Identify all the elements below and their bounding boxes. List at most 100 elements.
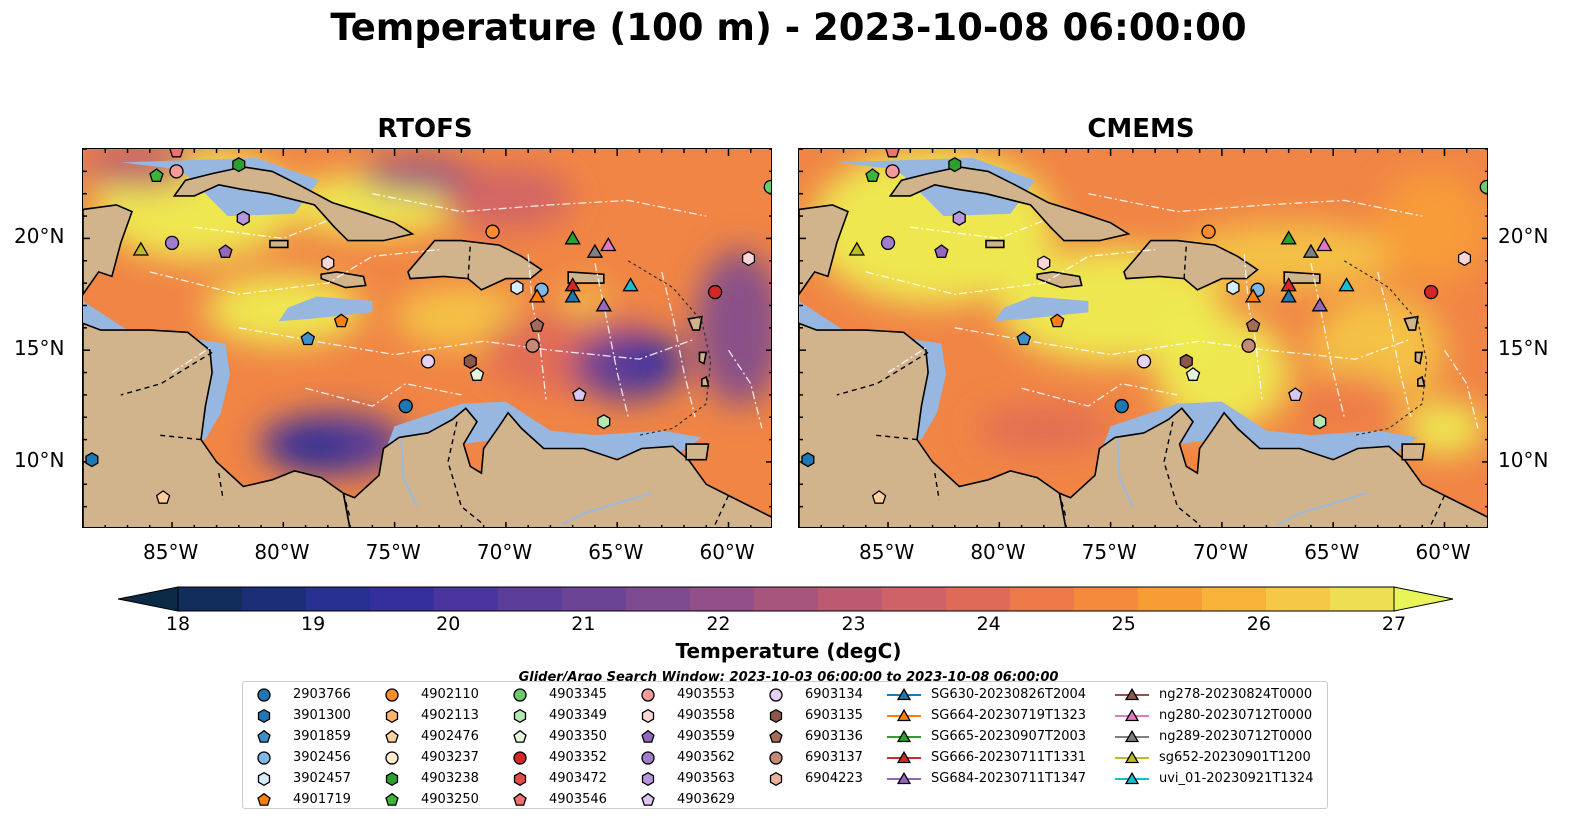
float-marker-3901300[interactable] (85, 452, 99, 468)
legend-marker[interactable] (385, 729, 399, 743)
legend-marker[interactable] (1124, 750, 1140, 763)
legend-marker[interactable] (385, 792, 399, 806)
legend-marker[interactable] (257, 708, 271, 723)
float-marker-SG630-20230826T2004[interactable] (1280, 288, 1297, 303)
float-marker-6903135[interactable] (463, 353, 477, 369)
float-marker-4903352[interactable] (707, 284, 723, 300)
float-marker-2903766[interactable] (398, 398, 413, 414)
float-marker-2903766[interactable] (1114, 398, 1129, 414)
legend-marker[interactable] (385, 687, 399, 702)
legend-marker[interactable] (385, 708, 399, 723)
float-marker-SG684-20230711T1347[interactable] (595, 297, 613, 312)
legend-marker[interactable] (513, 771, 527, 786)
float-marker-4903349[interactable] (597, 414, 611, 430)
float-marker-4903558-b[interactable] (1457, 250, 1472, 267)
float-marker-4903559[interactable] (218, 244, 233, 258)
float-marker-4903553[interactable] (169, 164, 184, 179)
legend-marker[interactable] (641, 687, 655, 702)
float-marker-4903546[interactable] (169, 149, 184, 158)
float-marker-4903558[interactable] (1037, 255, 1051, 271)
float-marker-4903238[interactable] (948, 157, 962, 173)
float-marker-3901859[interactable] (1016, 331, 1032, 346)
legend-marker[interactable] (1124, 708, 1140, 721)
legend-marker[interactable] (896, 708, 912, 721)
float-marker-4903562[interactable] (164, 235, 180, 251)
float-marker-4903345[interactable] (1479, 179, 1488, 195)
float-marker-4903558[interactable] (321, 255, 335, 271)
float-marker-6903135[interactable] (1179, 353, 1193, 369)
float-marker-4903345[interactable] (763, 179, 772, 195)
float-marker-4903350[interactable] (469, 367, 485, 381)
float-marker-4903546[interactable] (885, 149, 900, 158)
float-marker-SG684-20230711T1347[interactable] (1311, 297, 1329, 312)
legend-marker[interactable] (1124, 687, 1140, 700)
legend-marker[interactable] (641, 750, 655, 765)
float-marker-sg652-20230901T1200[interactable] (848, 241, 866, 256)
float-marker-SG664-20230719T1323[interactable] (1244, 288, 1262, 303)
legend-marker[interactable] (769, 771, 783, 786)
float-marker-6903134[interactable] (1136, 354, 1152, 369)
float-marker-ng280-20230712T0000[interactable] (600, 236, 617, 252)
float-marker-SG664-20230719T1323[interactable] (528, 288, 546, 303)
float-marker-6903136[interactable] (1245, 317, 1261, 332)
float-marker-6903137[interactable] (525, 338, 540, 353)
float-marker-4902110[interactable] (1201, 224, 1216, 239)
float-marker-4902110[interactable] (485, 224, 500, 239)
float-marker-6903137[interactable] (1241, 338, 1256, 353)
float-marker-3901300[interactable] (801, 452, 815, 468)
legend-marker[interactable] (769, 708, 783, 723)
float-marker-4903558-b[interactable] (741, 250, 756, 267)
float-marker-ng289-20230712T0000[interactable] (586, 243, 604, 258)
legend-marker[interactable] (1124, 729, 1140, 742)
float-marker-4903349[interactable] (1313, 414, 1327, 430)
float-marker-4903238[interactable] (232, 157, 246, 173)
legend-marker[interactable] (257, 771, 271, 786)
float-marker-4903553[interactable] (885, 164, 900, 179)
legend-marker[interactable] (641, 708, 655, 723)
legend-marker[interactable] (641, 729, 655, 743)
legend-marker[interactable] (385, 771, 399, 786)
float-marker-4902476[interactable] (155, 490, 171, 504)
rtofs-map[interactable] (82, 148, 772, 528)
float-marker-6903136[interactable] (529, 317, 545, 332)
float-marker-4903350[interactable] (1185, 367, 1201, 381)
legend-marker[interactable] (641, 792, 655, 806)
float-marker-4903250[interactable] (865, 168, 880, 182)
float-marker-4903629[interactable] (572, 387, 587, 402)
legend-marker[interactable] (257, 792, 271, 806)
float-marker-ng280-20230712T0000[interactable] (1316, 236, 1333, 252)
cmems-map[interactable] (798, 148, 1488, 528)
float-marker-6903134[interactable] (420, 354, 436, 369)
float-marker-4903559[interactable] (934, 244, 949, 258)
legend-marker[interactable] (513, 687, 527, 702)
float-marker-4903562[interactable] (880, 235, 896, 251)
legend-marker[interactable] (385, 750, 399, 765)
float-marker-4901719[interactable] (333, 313, 349, 328)
legend-marker[interactable] (769, 687, 783, 702)
legend-marker[interactable] (641, 771, 655, 786)
legend-marker[interactable] (257, 687, 271, 702)
float-marker-SG665-20230907T2003[interactable] (1280, 230, 1297, 245)
float-marker-SG665-20230907T2003[interactable] (564, 230, 581, 245)
float-marker-3902457[interactable] (510, 280, 524, 296)
legend-marker[interactable] (1124, 771, 1140, 784)
float-marker-uvi_01-20230921T1324[interactable] (1338, 277, 1355, 292)
legend-marker[interactable] (513, 729, 527, 743)
float-marker-4903629[interactable] (1288, 387, 1303, 402)
legend-marker[interactable] (257, 750, 271, 765)
float-marker-uvi_01-20230921T1324[interactable] (622, 277, 639, 292)
float-marker-4901719[interactable] (1049, 313, 1065, 328)
float-marker-4903563[interactable] (236, 210, 250, 226)
legend-marker[interactable] (769, 729, 783, 743)
float-marker-3902457[interactable] (1226, 280, 1240, 296)
legend-marker[interactable] (896, 771, 912, 784)
legend-marker[interactable] (513, 708, 527, 723)
legend-marker[interactable] (513, 792, 527, 806)
legend-marker[interactable] (769, 750, 783, 765)
float-marker-ng289-20230712T0000[interactable] (1302, 243, 1320, 258)
float-marker-4902476[interactable] (871, 490, 887, 504)
float-marker-sg652-20230901T1200[interactable] (132, 241, 150, 256)
legend-marker[interactable] (896, 729, 912, 742)
float-marker-SG630-20230826T2004[interactable] (564, 288, 581, 303)
legend-marker[interactable] (896, 687, 912, 700)
